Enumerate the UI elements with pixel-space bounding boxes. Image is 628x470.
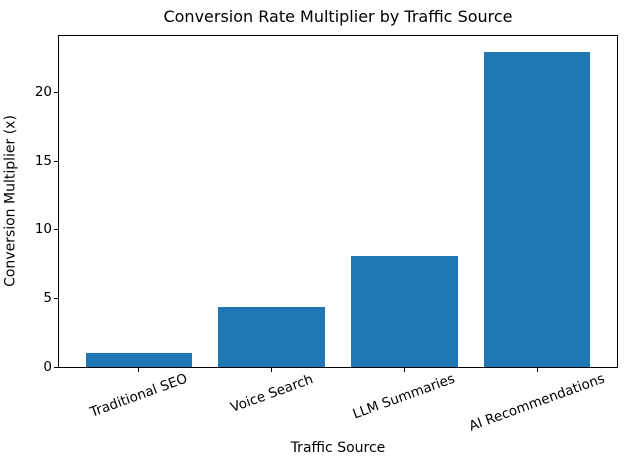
x-tick-mark-traditional-seo [138, 368, 140, 372]
bar-llm-summaries [351, 255, 458, 367]
bar-traditional-seo [85, 353, 192, 367]
x-axis-label: Traffic Source [290, 440, 386, 456]
x-tick-label-ai-recommendations: AI Recommendations [467, 371, 608, 436]
x-tick-mark-voice-search [271, 368, 273, 372]
bar-voice-search [218, 306, 325, 367]
y-tick-label-0: 0 [43, 358, 52, 375]
y-tick-mark-5 [54, 297, 58, 299]
chart-title: Conversion Rate Multiplier by Traffic So… [163, 7, 513, 26]
bar-ai-recommendations [484, 51, 591, 367]
y-tick-label-10: 10 [34, 221, 52, 238]
y-tick-mark-10 [54, 229, 58, 231]
y-tick-label-15: 15 [34, 152, 52, 169]
y-tick-mark-20 [54, 92, 58, 94]
x-tick-mark-llm-summaries [403, 368, 405, 372]
x-tick-label-voice-search: Voice Search [227, 371, 315, 416]
x-tick-label-llm-summaries: LLM Summaries [351, 370, 458, 423]
x-tick-label-traditional-seo: Traditional SEO [87, 370, 190, 422]
y-tick-mark-15 [54, 160, 58, 162]
y-tick-mark-0 [54, 366, 58, 368]
y-tick-label-5: 5 [43, 289, 52, 306]
y-tick-label-20: 20 [34, 84, 52, 101]
x-tick-mark-ai-recommendations [536, 368, 538, 372]
plot-area: Traditional SEO Voice Search LLM Summaries… [35, 35, 618, 435]
y-axis-label: Conversion Multiplier (x) [2, 115, 19, 287]
